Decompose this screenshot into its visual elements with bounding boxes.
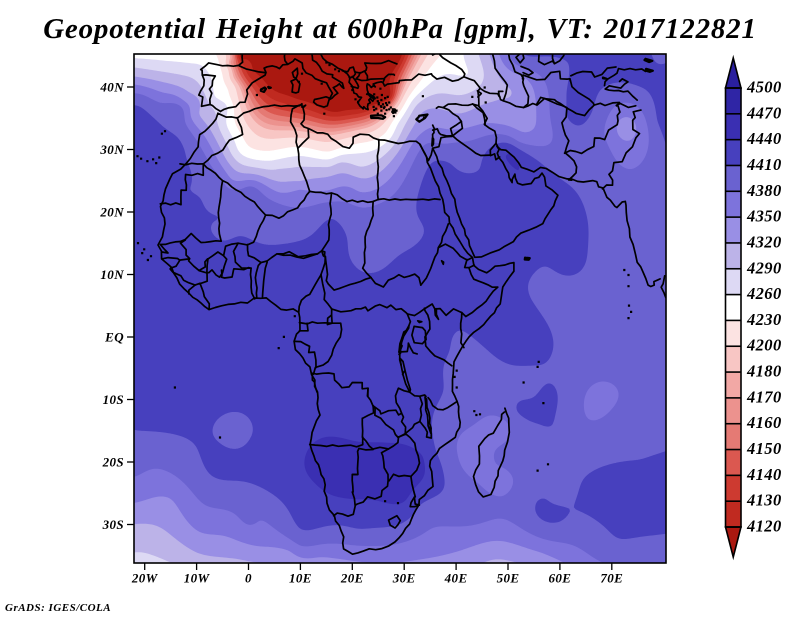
svg-text:20N: 20N: [99, 205, 124, 220]
svg-text:4200: 4200: [746, 336, 782, 355]
svg-text:60E: 60E: [548, 571, 571, 586]
svg-text:20S: 20S: [102, 455, 124, 470]
svg-text:10N: 10N: [100, 267, 124, 282]
svg-text:4380: 4380: [746, 181, 782, 200]
svg-text:20W: 20W: [131, 571, 159, 586]
svg-text:10S: 10S: [103, 392, 124, 407]
svg-text:4320: 4320: [746, 232, 782, 251]
svg-text:4160: 4160: [746, 413, 782, 432]
svg-text:4410: 4410: [746, 155, 782, 174]
svg-text:4180: 4180: [746, 362, 782, 381]
svg-text:10E: 10E: [289, 571, 312, 586]
svg-text:50E: 50E: [497, 571, 520, 586]
svg-text:20E: 20E: [340, 571, 364, 586]
svg-text:4260: 4260: [746, 284, 782, 303]
svg-text:70E: 70E: [600, 571, 623, 586]
svg-text:4140: 4140: [746, 465, 782, 484]
svg-text:4170: 4170: [746, 387, 782, 406]
svg-text:4130: 4130: [746, 491, 782, 510]
svg-text:GrADS: IGES/COLA: GrADS: IGES/COLA: [5, 602, 111, 614]
svg-text:0: 0: [245, 571, 252, 586]
svg-text:4230: 4230: [746, 310, 782, 329]
svg-text:4350: 4350: [746, 207, 782, 226]
svg-text:10W: 10W: [184, 571, 211, 586]
svg-text:EQ: EQ: [104, 330, 124, 345]
svg-text:Geopotential Height at 600hPa: Geopotential Height at 600hPa [gpm], VT:…: [43, 13, 757, 45]
svg-text:4150: 4150: [746, 439, 782, 458]
svg-text:4440: 4440: [746, 129, 782, 148]
svg-text:30S: 30S: [102, 517, 124, 532]
svg-text:4470: 4470: [746, 103, 782, 122]
svg-text:4120: 4120: [746, 517, 782, 536]
svg-text:40E: 40E: [444, 571, 468, 586]
svg-text:40N: 40N: [99, 80, 124, 95]
svg-text:30N: 30N: [99, 142, 124, 157]
svg-text:4290: 4290: [746, 258, 782, 277]
svg-text:30E: 30E: [392, 571, 416, 586]
svg-text:4500: 4500: [746, 78, 782, 97]
